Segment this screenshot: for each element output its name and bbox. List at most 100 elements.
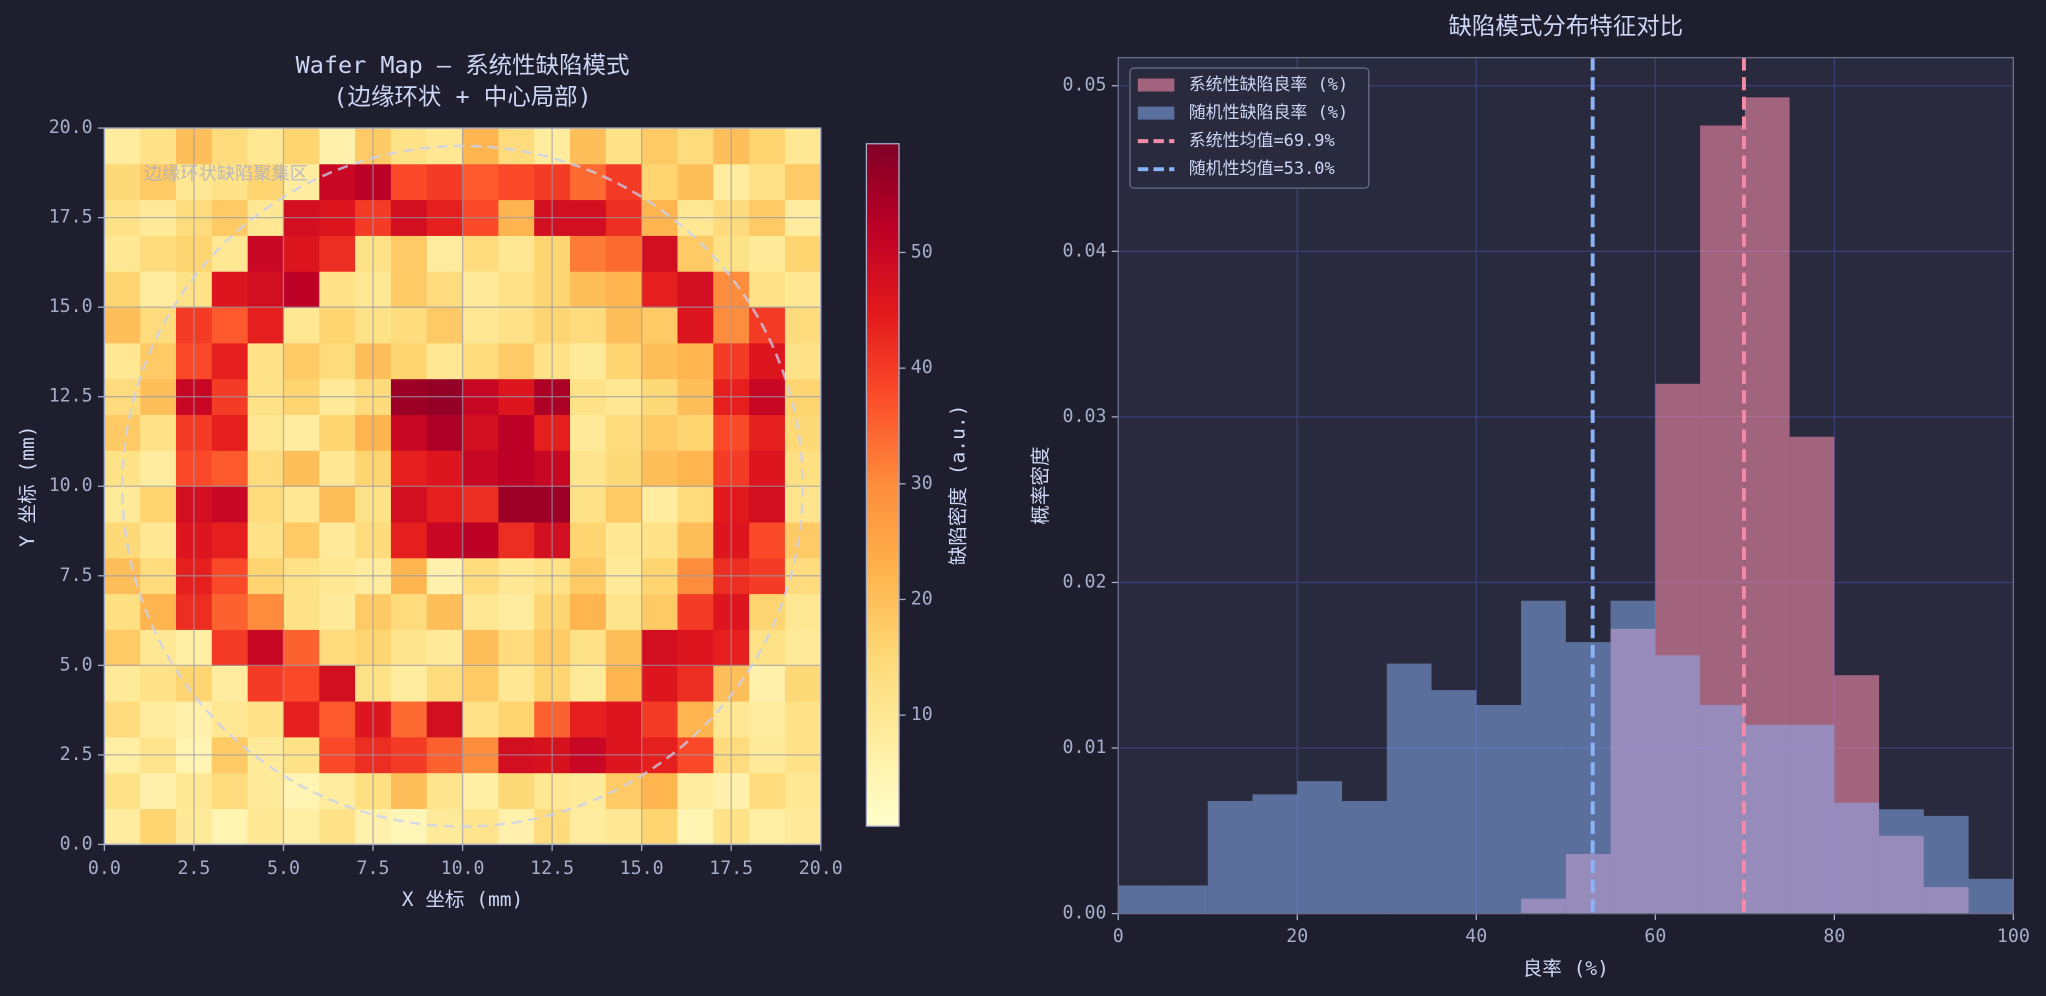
colorbar-tick-label: 50: [911, 241, 933, 262]
heatmap-cell: [462, 701, 499, 738]
heatmap-cell: [283, 808, 320, 845]
heatmap-cell: [426, 522, 463, 559]
heatmap-cell: [462, 163, 499, 201]
heatmap-cell: [605, 701, 643, 738]
heatmap-cell: [426, 593, 463, 630]
heatmap-cell: [247, 593, 284, 630]
histogram-bar: [1163, 885, 1208, 914]
y-tick-label: 0.04: [1063, 240, 1107, 261]
heatmap-cell: [247, 342, 284, 380]
heatmap-cell: [749, 271, 786, 308]
heatmap-cell: [319, 128, 356, 165]
heatmap-cell: [605, 414, 643, 451]
heatmap-cell: [319, 593, 356, 630]
heatmap-cell: [140, 486, 177, 523]
heatmap-cell: [104, 163, 141, 201]
heatmap-cell: [605, 450, 643, 487]
y-tick-label: 0.01: [1063, 737, 1107, 758]
heatmap-cell: [570, 235, 607, 272]
heatmap-cell: [677, 235, 714, 272]
heatmap-cell: [426, 450, 463, 487]
histogram-bar: [1923, 815, 1969, 914]
heatmap-cell: [570, 307, 607, 344]
chart-title: 缺陷模式分布特征对比: [1448, 12, 1683, 40]
heatmap-cell: [390, 701, 428, 738]
heatmap-cell: [104, 414, 141, 451]
heatmap-cell: [390, 808, 428, 845]
heatmap-cell: [677, 163, 714, 201]
heatmap-cell: [319, 235, 356, 272]
heatmap-cell: [570, 414, 607, 451]
heatmap-cell: [462, 522, 499, 559]
y-axis-label: 概率密度: [1029, 446, 1052, 524]
heatmap-cell: [784, 414, 822, 451]
heatmap-cell: [211, 701, 249, 738]
heatmap-cell: [390, 486, 428, 523]
heatmap-cell: [426, 486, 463, 523]
heatmap-cell: [211, 450, 249, 487]
heatmap-cell: [140, 414, 177, 451]
x-tick-label: 80: [1823, 926, 1845, 947]
heatmap-cell: [104, 772, 141, 810]
heatmap-cell: [498, 486, 535, 523]
heatmap-cell: [211, 593, 249, 630]
heatmap-cell: [498, 414, 535, 451]
wafer-edge: [120, 144, 805, 828]
heatmap-cell: [641, 772, 678, 810]
x-tick-label: 0.0: [88, 858, 121, 879]
colorbar-tick-label: 40: [911, 357, 933, 378]
heatmap-cell: [498, 772, 535, 810]
heatmap-cell: [104, 665, 141, 702]
heatmap-cell: [390, 307, 428, 344]
heatmap-cell: [605, 522, 643, 559]
heatmap-cell: [462, 414, 499, 451]
heatmap-cell: [104, 701, 141, 738]
x-axis-label: X 坐标 (mm): [402, 888, 524, 911]
heatmap-cell: [247, 307, 284, 344]
heatmap-cell: [104, 593, 141, 630]
heatmap-cell: [498, 808, 535, 845]
heatmap-cell: [140, 163, 177, 201]
heatmap-cell: [247, 486, 284, 523]
colorbar-tick-label: 30: [911, 473, 933, 494]
heatmap-cell: [605, 486, 643, 523]
heatmap-cell: [462, 342, 499, 380]
y-tick-label: 7.5: [60, 565, 93, 586]
heatmap-cell: [283, 271, 320, 308]
heatmap-cell: [784, 701, 822, 738]
heatmap-cell: [749, 163, 786, 201]
heatmap-cell: [283, 450, 320, 487]
heatmap-cell: [283, 522, 320, 559]
heatmap-cell: [749, 522, 786, 559]
heatmap-cell: [426, 665, 463, 702]
heatmap-cell: [677, 772, 714, 810]
heatmap-cell: [749, 665, 786, 702]
colorbar: [865, 143, 900, 827]
heatmap-cell: [283, 665, 320, 702]
heatmap-cell: [426, 235, 463, 272]
y-tick-label: 15.0: [49, 296, 93, 317]
histogram-bar: [1610, 600, 1656, 914]
heatmap-cell: [319, 450, 356, 487]
y-tick-label: 0.00: [1063, 903, 1107, 924]
y-axis-label: Y 坐标 (mm): [16, 425, 39, 547]
heatmap-cell: [749, 808, 786, 845]
heatmap-cell: [211, 307, 249, 344]
heatmap-cell: [784, 593, 822, 630]
heatmap-cell: [498, 665, 535, 702]
heatmap-cell: [104, 235, 141, 272]
y-tick-label: 20.0: [49, 117, 93, 138]
x-tick-label: 60: [1644, 926, 1666, 947]
heatmap-cell: [140, 701, 177, 738]
heatmap-cell: [283, 414, 320, 451]
heatmap-cell: [283, 593, 320, 630]
y-tick-label: 10.0: [49, 475, 93, 496]
y-tick-label: 0.0: [60, 833, 93, 854]
legend-box: [1129, 67, 1370, 189]
heatmap-cell: [498, 701, 535, 738]
histogram-bar: [1476, 704, 1522, 914]
heatmap-cell: [462, 486, 499, 523]
heatmap-cell: [462, 772, 499, 810]
histogram-bar: [1297, 781, 1343, 914]
